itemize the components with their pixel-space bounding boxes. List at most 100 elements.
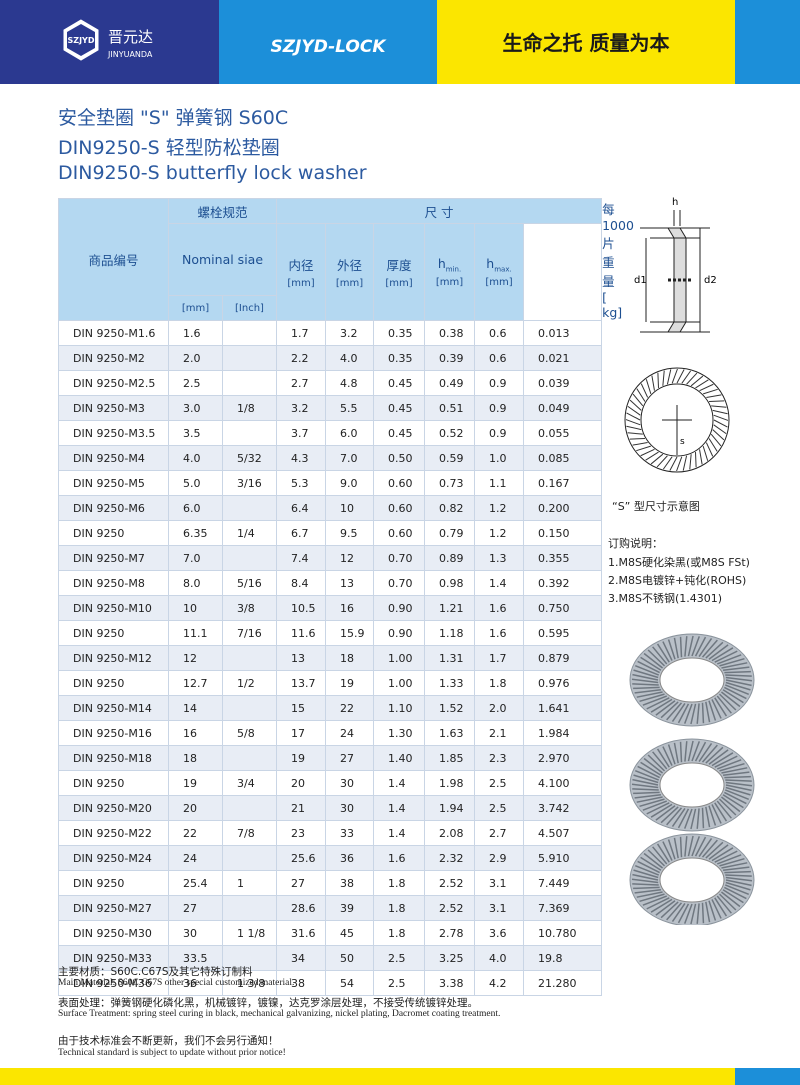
table-row: DIN 9250 11.1 7/16 11.6 15.9 0.90 1.18 1.6 0.595 xyxy=(58,620,603,646)
shape xyxy=(639,893,665,903)
diagram-label: d2 xyxy=(704,275,717,286)
shape xyxy=(714,897,728,917)
table-cell: 3.38 xyxy=(424,970,476,996)
table-row: DIN 9250-M2 2.0 2.2 4.0 0.35 0.39 0.6 0.021 xyxy=(58,345,603,371)
table-cell: 2.3 xyxy=(474,745,525,771)
shape xyxy=(682,455,688,471)
head-cell: 外径 [mm] xyxy=(325,223,375,321)
table-cell: 6.35 xyxy=(168,520,223,546)
shape xyxy=(660,806,679,824)
table-cell: 0.595 xyxy=(523,620,603,646)
table-cell: 5.0 xyxy=(168,470,223,496)
diagram-caption: “S” 型尺寸示意图 xyxy=(612,500,700,513)
table-row: DIN 9250-M6 6.0 6.4 10 0.60 0.82 1.2 0.200 xyxy=(58,495,603,521)
diagram-label: d1 xyxy=(634,275,647,286)
table-cell: 1/2 xyxy=(221,670,278,696)
table-cell: 0.049 xyxy=(523,395,603,421)
shape xyxy=(689,454,692,470)
shape xyxy=(725,786,751,796)
table-cell: 5.5 xyxy=(325,395,375,421)
table-cell: 0.38 xyxy=(424,320,476,346)
head-unit: [mm] xyxy=(287,278,315,289)
brand: SZJYD-LOCK xyxy=(270,37,387,57)
table-cell xyxy=(221,745,278,771)
table-cell: 13 xyxy=(325,570,375,596)
shape xyxy=(725,681,751,691)
head-unit: [mm] xyxy=(385,278,413,289)
logo-sub: JINYUANDA xyxy=(107,50,153,59)
table-row: DIN 9250-M33 33.5 34 50 2.5 3.25 4.0 19.8 xyxy=(58,945,603,971)
shape xyxy=(666,902,683,921)
table-cell: 10 xyxy=(325,495,375,521)
shape xyxy=(626,412,641,421)
table-row: DIN 9250-M27 27 28.6 39 1.8 2.52 3.1 7.369 xyxy=(58,895,603,921)
shape xyxy=(694,836,707,857)
shape xyxy=(711,752,734,767)
shape xyxy=(725,784,752,792)
shape xyxy=(647,754,666,772)
footer-note: 由于技术标准会不断更新，我们不会另行通知！ xyxy=(58,1035,279,1047)
shape xyxy=(716,759,742,770)
table-cell: 2.1 xyxy=(474,720,525,746)
table-cell: 34 xyxy=(276,945,327,971)
table-cell: 6.0 xyxy=(168,495,223,521)
table-cell: 0.50 xyxy=(373,445,426,471)
shape xyxy=(655,700,676,716)
shape xyxy=(662,370,665,386)
table-row: DIN 9250-M4 4.0 5/32 4.3 7.0 0.50 0.59 1.0 0.085 xyxy=(58,445,603,471)
shape xyxy=(702,446,709,461)
table-cell: 0.055 xyxy=(523,420,603,446)
table-cell: 0.021 xyxy=(523,345,603,371)
table-cell: 22 xyxy=(168,820,223,846)
shape xyxy=(645,379,652,394)
shape xyxy=(687,635,694,657)
slogan: 生命之托 质量为本 xyxy=(503,31,670,55)
table-cell: 3.7 xyxy=(276,420,327,446)
shape xyxy=(671,808,686,828)
title: 安全垫圈 "S" 弹簧钢 S60C xyxy=(58,107,289,129)
shape xyxy=(696,808,700,829)
table-cell: 19 xyxy=(325,670,375,696)
table-cell: 28.6 xyxy=(276,895,327,921)
shape xyxy=(725,874,752,877)
table-cell: 1.98 xyxy=(424,770,476,796)
shape xyxy=(701,902,705,924)
table-cell: 2.0 xyxy=(474,695,525,721)
shape xyxy=(676,369,685,384)
table-cell: 30 xyxy=(325,770,375,796)
head-cell: 商品编号 xyxy=(58,198,169,321)
table-cell: 1.8 xyxy=(373,870,426,896)
washer-photos xyxy=(629,633,755,925)
shape xyxy=(656,748,670,768)
shape xyxy=(716,854,742,865)
table-cell: 1.00 xyxy=(373,645,426,671)
table-cell: 13.7 xyxy=(276,670,327,696)
table-cell: 0.085 xyxy=(523,445,603,471)
shape xyxy=(646,697,670,710)
table-cell: 3.6 xyxy=(474,920,525,946)
table-cell: 16 xyxy=(325,595,375,621)
shape xyxy=(725,881,751,891)
shape xyxy=(633,774,659,784)
table-row: DIN 9250-M8 8.0 5/16 8.4 13 0.70 0.98 1.4 0.392 xyxy=(58,570,603,596)
table-cell: 0.6 xyxy=(474,320,525,346)
title: DIN9250-S 轻型防松垫圈 xyxy=(58,137,280,159)
shape xyxy=(705,806,711,828)
table-cell: 0.70 xyxy=(373,570,426,596)
table-cell: 1.8 xyxy=(373,895,426,921)
order-title: 订购说明： xyxy=(608,537,663,550)
table-row: DIN 9250 19 3/4 20 30 1.4 1.98 2.5 4.100 xyxy=(58,770,603,796)
table-cell: 17 xyxy=(276,720,327,746)
logo-badge: SZJYD xyxy=(68,36,95,45)
shape xyxy=(708,805,717,826)
shape xyxy=(684,741,688,762)
shape xyxy=(662,746,673,766)
shape xyxy=(705,746,724,764)
table-cell: 19 xyxy=(168,770,223,796)
table-cell: 4.0 xyxy=(325,345,375,371)
shape xyxy=(723,791,747,805)
table-row: DIN 9250-M3.5 3.5 3.7 6.0 0.45 0.52 0.9 0.055 xyxy=(58,420,603,446)
table-cell: 7.0 xyxy=(168,545,223,571)
shape xyxy=(724,789,750,801)
